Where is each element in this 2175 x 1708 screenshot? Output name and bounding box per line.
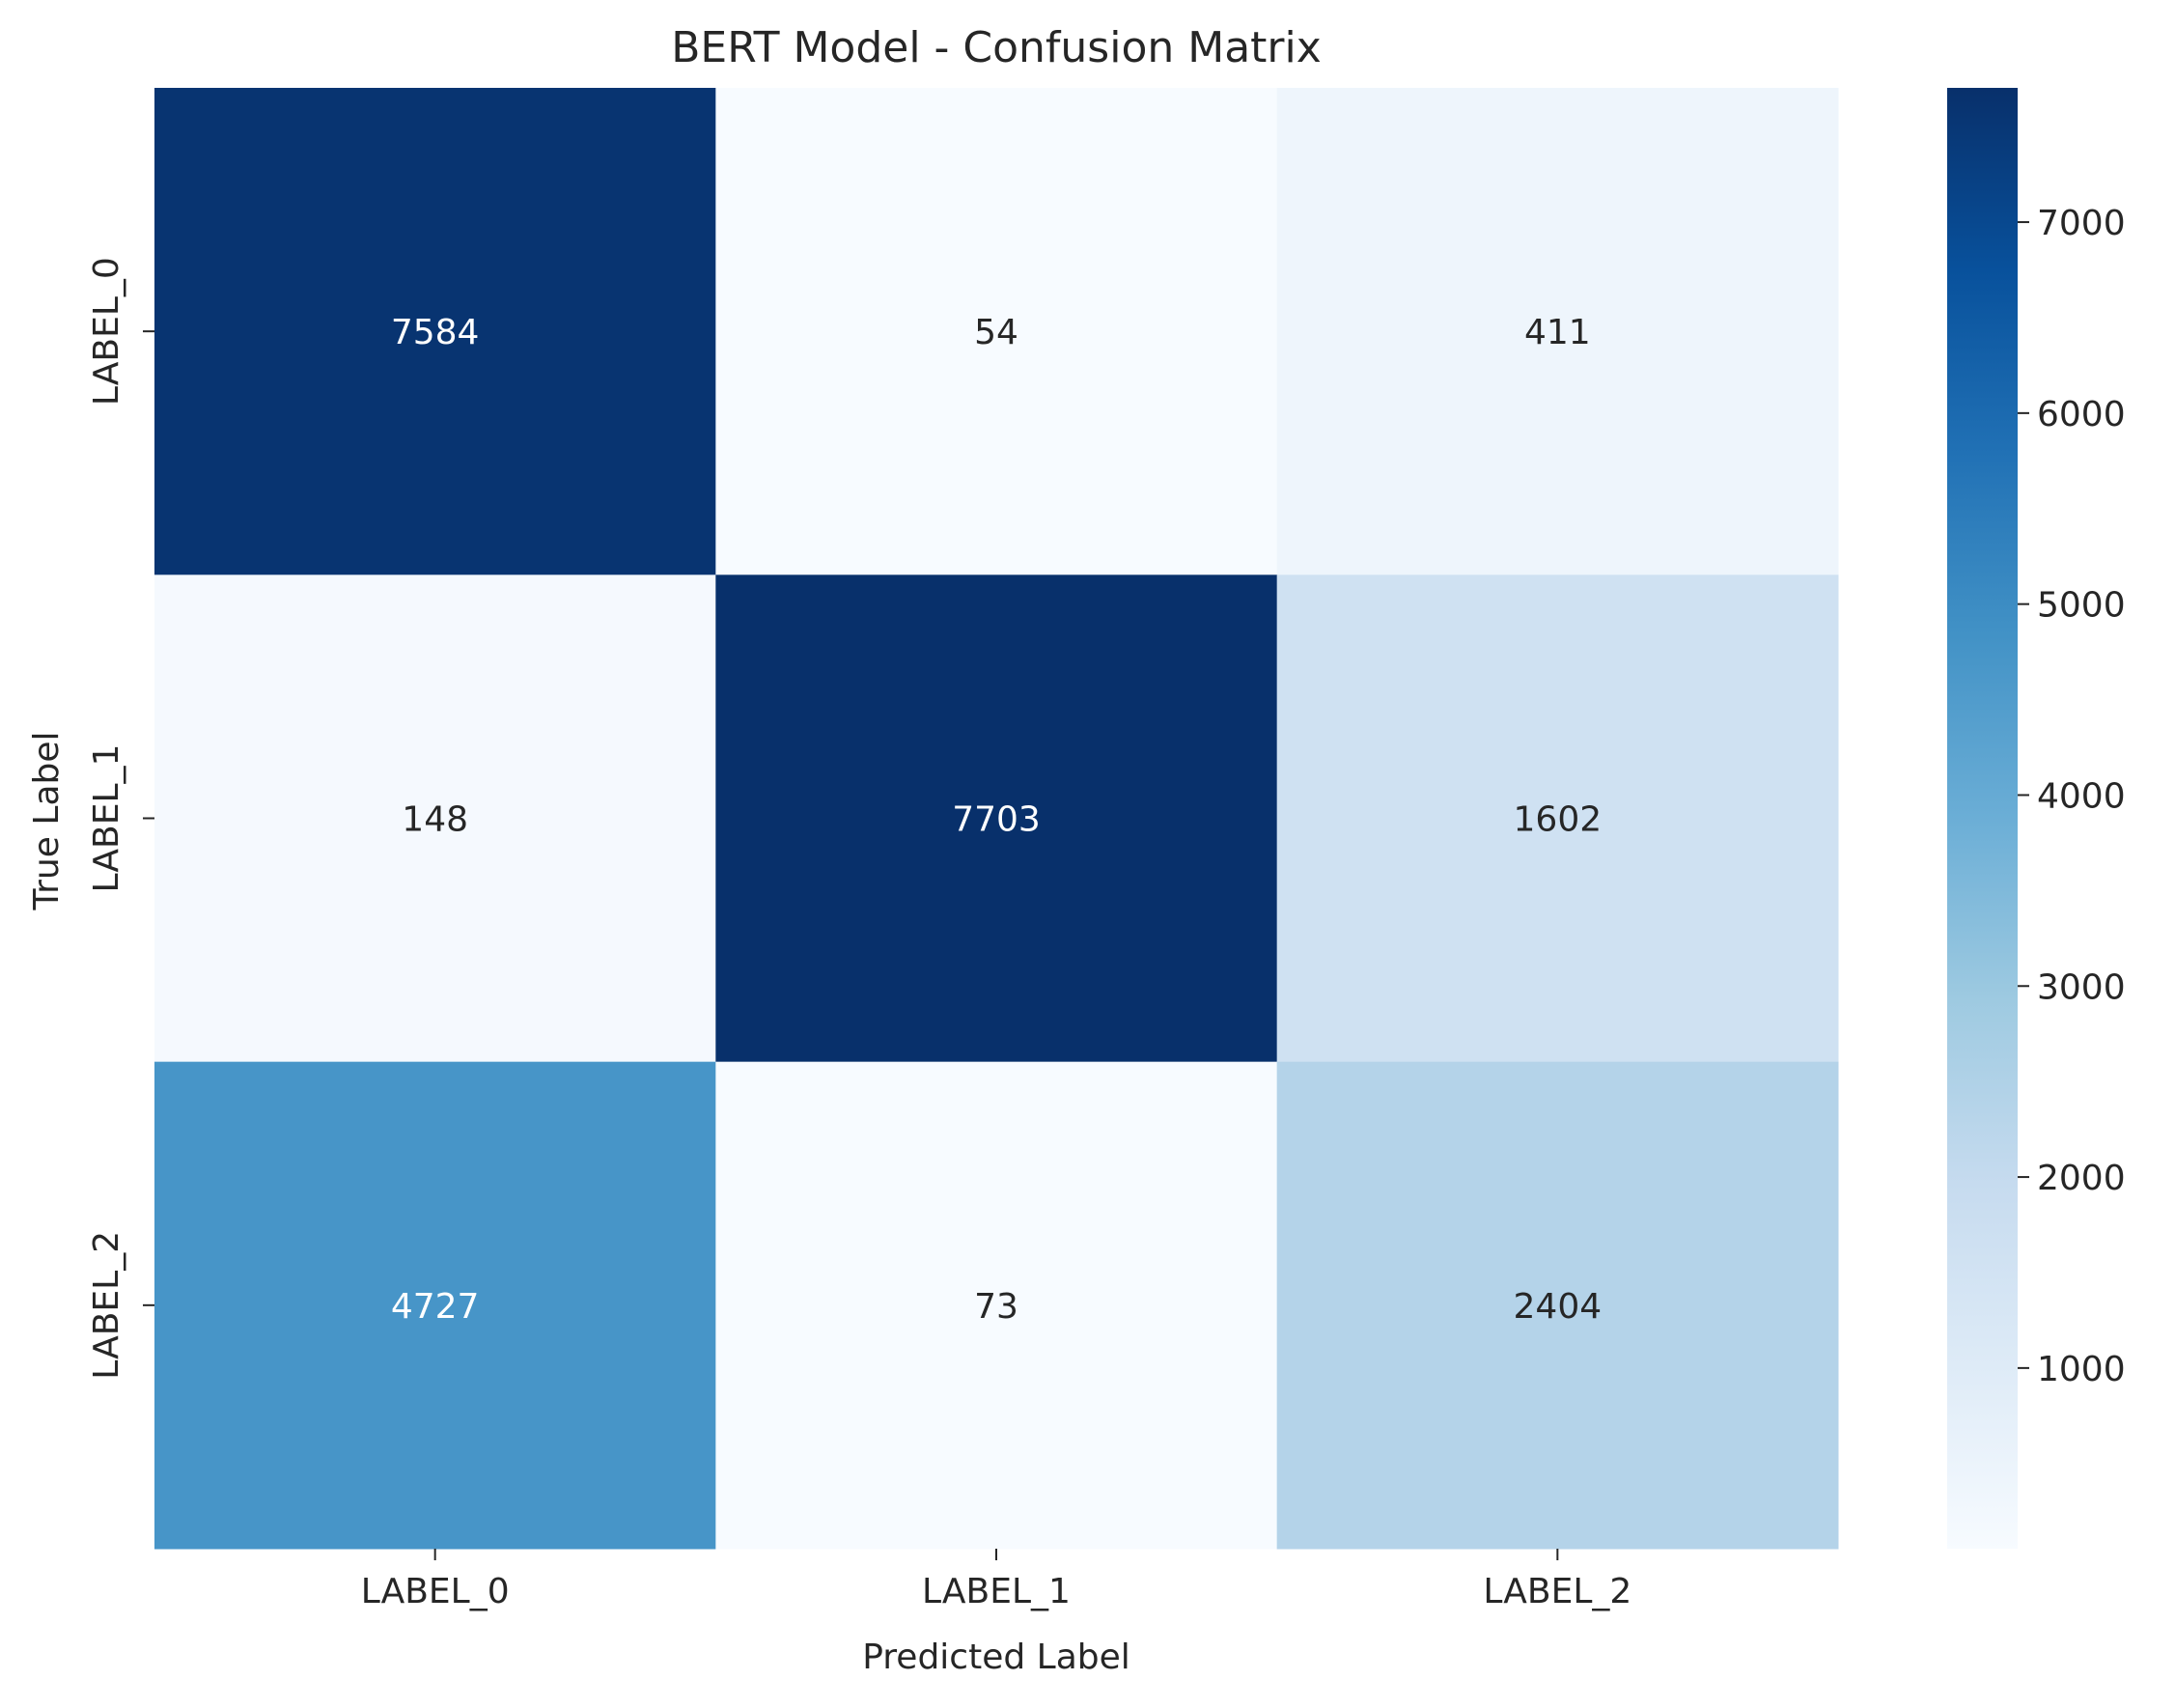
heatmap-cell — [154, 574, 716, 1063]
cell-value-label: 7703 — [952, 800, 1041, 840]
cell-value-label: 411 — [1524, 313, 1591, 352]
heatmap-cell-labels: 7584 54 411 148 7703 1602 4727 73 2404 — [391, 313, 1602, 1327]
x-tick-label: LABEL_0 — [361, 1572, 510, 1611]
x-tick-label: LABEL_1 — [922, 1572, 1071, 1611]
heatmap-cell — [1276, 574, 1839, 1063]
heatmap-cell — [715, 88, 1278, 575]
heatmap-cell — [715, 574, 1278, 1063]
y-tick-label: LABEL_1 — [87, 744, 126, 893]
colorbar-ticks: 1000 2000 3000 4000 5000 6000 7000 — [2018, 204, 2126, 1389]
cell-value-label: 2404 — [1514, 1287, 1603, 1327]
colorbar-tick-label: 6000 — [2037, 395, 2126, 434]
chart-title: BERT Model - Confusion Matrix — [671, 23, 1322, 72]
heatmap-cell — [154, 1061, 716, 1550]
y-tick-label: LABEL_0 — [87, 257, 126, 406]
heatmap-cell — [1276, 1061, 1839, 1550]
y-axis-ticks: LABEL_0 LABEL_1 LABEL_2 — [87, 257, 154, 1380]
colorbar-tick-label: 5000 — [2037, 586, 2126, 626]
cell-value-label: 4727 — [391, 1287, 480, 1327]
colorbar-tick-label: 1000 — [2037, 1350, 2126, 1389]
heatmap-cells — [154, 88, 1839, 1550]
heatmap-cell — [715, 1061, 1278, 1550]
colorbar — [1947, 88, 2018, 1549]
colorbar-tick-label: 3000 — [2037, 967, 2126, 1007]
x-axis-ticks: LABEL_0 LABEL_1 LABEL_2 — [361, 1549, 1631, 1611]
cell-value-label: 148 — [402, 800, 468, 840]
colorbar-tick-label: 2000 — [2037, 1159, 2126, 1198]
y-axis-label: True Label — [27, 731, 67, 910]
heatmap-cell — [1276, 88, 1839, 575]
colorbar-tick-label: 4000 — [2037, 776, 2126, 816]
cell-value-label: 1602 — [1514, 800, 1603, 840]
heatmap-cell — [154, 88, 716, 575]
cell-value-label: 7584 — [391, 313, 480, 352]
x-axis-label: Predicted Label — [862, 1638, 1130, 1677]
cell-value-label: 73 — [974, 1287, 1018, 1327]
x-tick-label: LABEL_2 — [1483, 1572, 1631, 1611]
y-tick-label: LABEL_2 — [87, 1231, 126, 1380]
cell-value-label: 54 — [974, 313, 1018, 352]
colorbar-tick-label: 7000 — [2037, 204, 2126, 243]
